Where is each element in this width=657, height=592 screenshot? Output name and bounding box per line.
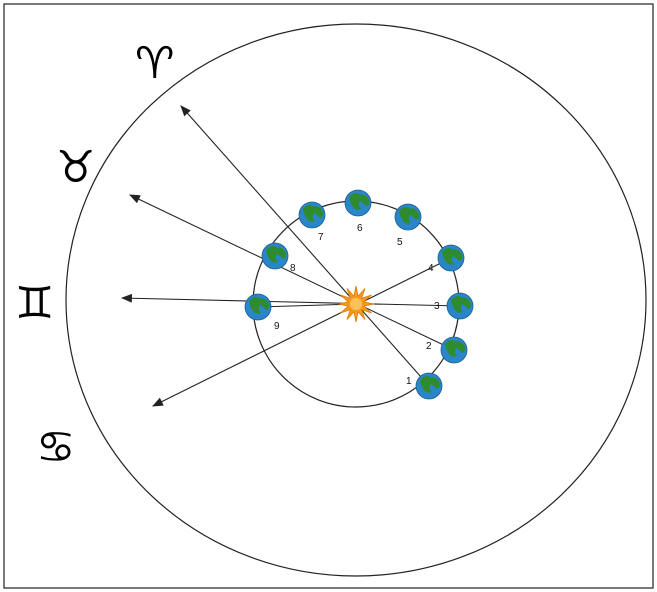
earth-positions: 1 2 3 4 5 6 7 8 9 [244, 189, 474, 400]
earth-land-shape [453, 249, 463, 261]
earth-position-8: 8 [261, 242, 296, 274]
earth-position-2: 2 [426, 336, 468, 364]
earth-position-4: 4 [428, 244, 465, 274]
earth-position-9: 9 [244, 293, 280, 332]
aries-symbol: ♈ [135, 38, 174, 89]
sight-line [152, 257, 452, 407]
earth-position-label: 9 [274, 321, 280, 332]
earth-position-label: 3 [434, 301, 440, 312]
earth-position-5: 5 [394, 203, 422, 248]
celestial-sphere-circle [65, 23, 647, 577]
frame-border [3, 3, 654, 589]
sun-icon [337, 285, 375, 323]
earth-position-label: 6 [357, 223, 363, 234]
earth-land-shape [260, 298, 270, 310]
earth-land-shape [266, 246, 279, 263]
earth-land-shape [360, 194, 370, 206]
earth-position-label: 7 [318, 232, 324, 243]
cancer-symbol: ♋ [36, 422, 75, 473]
sight-lines [120, 105, 461, 407]
earth-land-shape [277, 247, 287, 259]
earth-land-shape [445, 340, 458, 357]
earth-land-shape [456, 341, 466, 353]
sight-line [120, 293, 461, 307]
earth-position-7: 7 [298, 201, 326, 243]
earth-position-1: 1 [406, 372, 443, 400]
earth-position-6: 6 [344, 189, 372, 234]
earth-land-shape [451, 296, 464, 313]
earth-land-shape [462, 297, 472, 309]
earth-land-shape [420, 376, 433, 393]
earth-land-shape [314, 206, 324, 218]
earth-position-label: 2 [426, 341, 432, 352]
earth-land-shape [431, 377, 441, 389]
earth-land-shape [249, 297, 262, 314]
earth-land-shape [303, 205, 316, 222]
earth-land-shape [410, 208, 420, 220]
earth-position-label: 1 [406, 376, 412, 387]
earth-land-shape [442, 248, 455, 265]
earth-land-shape [399, 207, 412, 224]
sight-line [180, 105, 430, 387]
taurus-symbol: ♉ [56, 142, 95, 193]
sight-line [129, 194, 455, 351]
earth-position-label: 4 [428, 263, 434, 274]
sun-core [350, 298, 362, 310]
earth-position-label: 8 [290, 263, 296, 274]
gemini-symbol: ♊ [15, 278, 54, 329]
earth-position-3: 3 [434, 292, 474, 320]
earth-position-label: 5 [397, 237, 403, 248]
earth-land-shape [349, 193, 362, 210]
